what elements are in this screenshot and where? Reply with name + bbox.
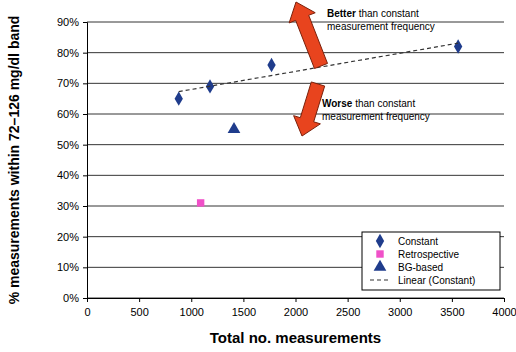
y-tick-mark [83,83,87,84]
y-tick-label: 60% [57,108,79,120]
legend-box [362,232,500,290]
x-axis-title: Total no. measurements [210,329,381,346]
chart: 0 500 1000 1500 2000 2500 3000 3500 4000 0% 10% 20%… [0,0,516,352]
legend-swatch [376,250,383,257]
y-tick-label: 50% [57,139,79,151]
y-tick: 50% [57,139,87,151]
y-tick-label: 70% [57,77,79,89]
y-tick-label: 40% [57,169,79,181]
y-tick-mark [83,145,87,146]
x-tick: 0 [84,298,90,318]
y-tick-mark [83,114,87,115]
x-tick-mark [504,298,505,302]
x-tick-mark [452,298,453,302]
grid-line [87,144,504,145]
y-tick-label: 30% [57,200,79,212]
x-axis-line [88,299,505,303]
y-tick: 60% [57,108,87,120]
x-tick-label: 3500 [440,306,464,318]
grid [87,22,504,298]
x-tick-mark [139,298,140,302]
x-tick-label: 1000 [180,306,204,318]
y-tick-mark [83,206,87,207]
legend-label: BG-based [398,262,443,273]
x-tick: 3500 [440,298,464,318]
y-tick: 20% [57,231,87,243]
x-tick: 2500 [336,298,360,318]
annotation: measurement frequency [327,21,435,32]
y-tick-label: 0% [63,292,79,304]
x-tick: 1000 [180,298,204,318]
y-tick: 80% [57,47,87,59]
annotation: measurement frequency [322,111,430,122]
arrow [289,2,327,69]
arrow [294,82,325,136]
x-tick-label: 2000 [284,306,308,318]
annotation-rest: than constant [352,98,415,109]
x-axis: 0 500 1000 1500 2000 2500 3000 3500 4000 [84,298,516,318]
x-tick: 500 [130,298,148,318]
grid-line [87,175,504,176]
y-tick-mark [83,237,87,238]
grid-line [87,52,504,53]
annotation-rest: than constant [356,8,419,19]
y-axis-title: % measurements within 72–126 mg/dl band [6,16,22,305]
legend-swatch [374,260,387,271]
x-tick-label: 500 [130,306,148,318]
annotation-bold: Better [327,8,356,19]
y-tick: 10% [57,261,87,273]
x-tick-label: 4000 [492,306,516,318]
y-tick-label: 20% [57,231,79,243]
y-tick-mark [83,267,87,268]
grid-line [87,22,504,23]
grid-line [87,206,504,207]
legend-swatch [370,279,390,280]
x-tick-label: 2500 [336,306,360,318]
y-tick-label: 90% [57,16,79,28]
x-tick-mark [243,298,244,302]
y-tick-mark [83,298,87,299]
legend-label: Constant [398,236,438,247]
grid-line [87,114,504,115]
y-tick: 40% [57,169,87,181]
legend-label: Linear (Constant) [398,275,475,286]
x-tick: 2000 [284,298,308,318]
legend: Constant Retrospective BG-based Linear (Con… [362,232,500,290]
x-tick-label: 0 [84,306,90,318]
y-tick: 90% [57,16,87,28]
y-tick: 30% [57,200,87,212]
legend-swatch [376,234,384,248]
annotation: Worse than constant [322,98,415,109]
y-tick-mark [83,53,87,54]
point [267,58,275,72]
y-tick: 0% [63,292,87,304]
x-tick: 3000 [388,298,412,318]
grid-line [87,83,504,84]
y-axis-line [83,23,88,299]
y-tick-label: 10% [57,261,79,273]
x-tick: 4000 [492,298,516,318]
point [454,39,462,53]
y-tick-mark [83,175,87,176]
x-tick-mark [348,298,349,302]
annotation: Better than constant [327,8,419,19]
y-tick-label: 80% [57,47,79,59]
point [228,122,241,133]
x-tick: 1500 [232,298,256,318]
point [175,91,183,105]
point [197,199,204,206]
legend-label: Retrospective [398,249,460,260]
x-tick-label: 3000 [388,306,412,318]
x-tick-label: 1500 [232,306,256,318]
y-tick-mark [83,22,87,23]
y-axis: 0% 10% 20% 30% 40% 50% 60% 70% 80% 90% [57,16,88,304]
y-tick: 70% [57,77,87,89]
x-tick-mark [296,298,297,302]
annotation-bold: Worse [322,98,353,109]
x-tick-mark [191,298,192,302]
x-tick-mark [400,298,401,302]
